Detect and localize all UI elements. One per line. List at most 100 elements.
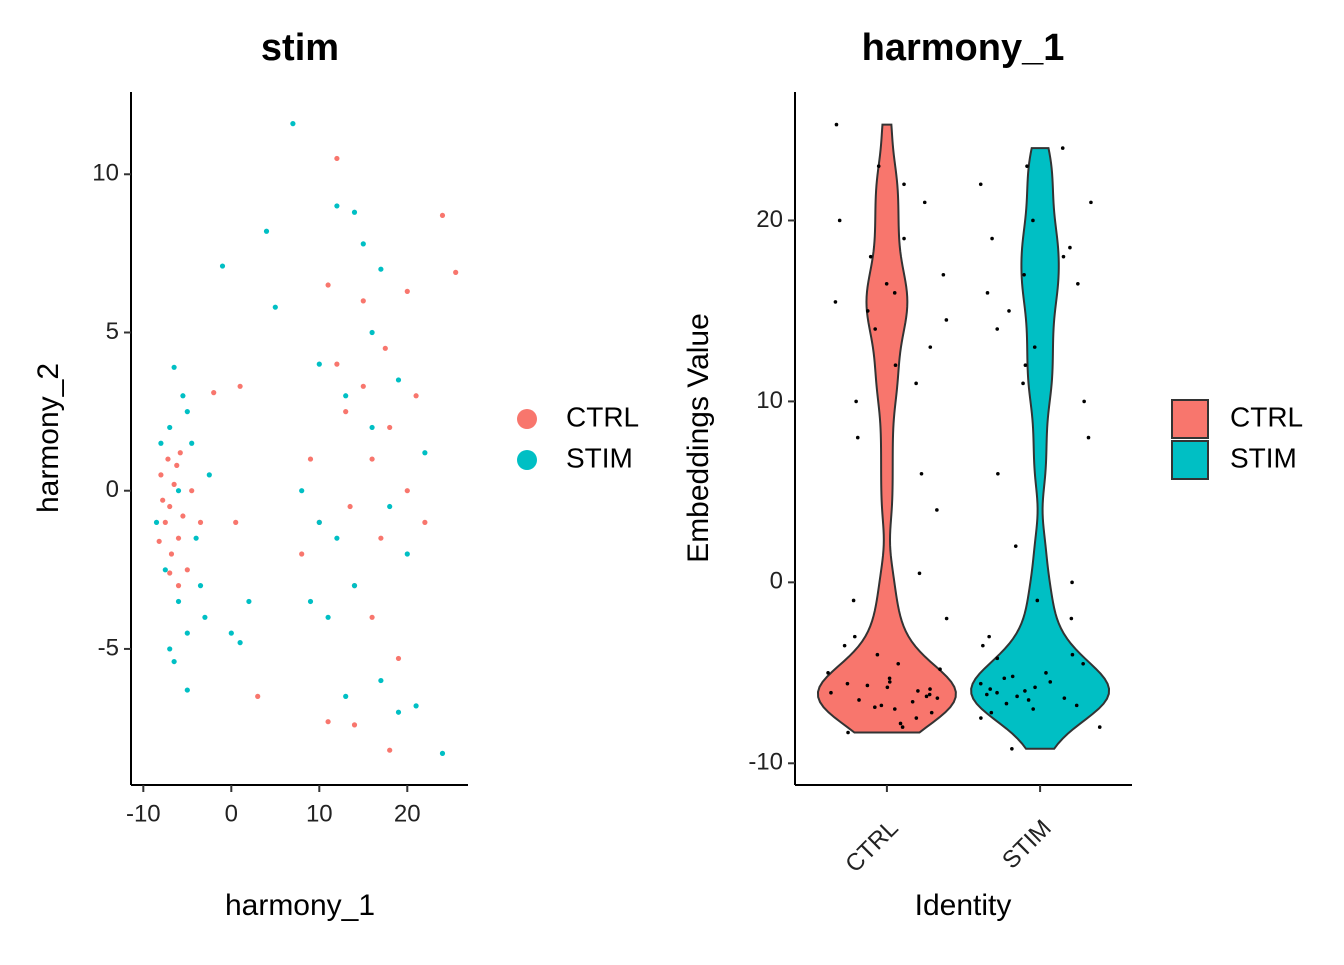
y-tick-label: 0 [106, 476, 119, 503]
point [938, 667, 942, 671]
point [263, 228, 270, 234]
point [922, 200, 927, 205]
point [892, 291, 897, 295]
y-axis-title: Embeddings Value [682, 313, 715, 563]
point [189, 440, 195, 446]
y-tick-label: 0 [770, 568, 783, 595]
point [237, 383, 243, 389]
point [1021, 381, 1025, 386]
point [927, 692, 932, 697]
y-axis-title: harmony_2 [32, 363, 65, 513]
point [237, 640, 243, 646]
x-tick-label: STIM [997, 815, 1057, 875]
legend-label: CTRL [566, 401, 639, 432]
point [369, 456, 375, 462]
point [378, 266, 384, 272]
point [1082, 399, 1086, 404]
point [978, 182, 983, 187]
point [177, 450, 183, 456]
point [360, 298, 366, 304]
x-tick-label: -10 [126, 800, 161, 827]
point [202, 614, 208, 620]
point [343, 393, 349, 399]
point [334, 361, 340, 367]
point [919, 471, 924, 476]
point [1048, 680, 1053, 684]
point [898, 721, 903, 726]
point [995, 656, 1000, 661]
point [171, 481, 177, 487]
point [865, 309, 870, 313]
point [985, 291, 990, 295]
point [979, 716, 983, 720]
point [1089, 200, 1093, 205]
point [175, 583, 182, 589]
point [941, 272, 946, 277]
point [1081, 661, 1085, 666]
chart-title: harmony_1 [862, 27, 1065, 69]
point [378, 677, 384, 684]
point [1032, 345, 1037, 349]
point [171, 364, 177, 370]
point [422, 519, 428, 525]
point [272, 304, 278, 310]
point [887, 676, 892, 681]
point [879, 703, 884, 708]
point [851, 598, 856, 603]
point [413, 703, 419, 709]
legend-marker [517, 450, 537, 470]
point [1070, 652, 1075, 657]
point [307, 598, 314, 605]
point [299, 488, 305, 494]
point [316, 519, 322, 525]
point [1022, 272, 1026, 277]
point [158, 472, 164, 478]
point [153, 519, 160, 525]
point [395, 709, 402, 715]
point [325, 282, 331, 288]
point [845, 681, 850, 686]
point [900, 725, 905, 729]
point [162, 519, 168, 525]
point [1074, 703, 1079, 708]
point [1010, 674, 1015, 679]
point [935, 508, 939, 512]
point [826, 671, 830, 675]
point [369, 329, 375, 336]
point [334, 155, 340, 162]
point [395, 655, 402, 662]
x-tick-label: CTRL [840, 815, 903, 878]
legend-label: CTRL [1230, 401, 1303, 432]
point [174, 462, 180, 468]
x-tick-label: 20 [394, 800, 421, 827]
point [325, 719, 331, 725]
point [325, 614, 331, 620]
point [1023, 689, 1027, 693]
point [422, 450, 428, 456]
point [896, 661, 901, 666]
point [334, 535, 340, 541]
point [978, 681, 983, 686]
point [180, 513, 186, 519]
point [193, 535, 199, 541]
point [369, 614, 375, 620]
point [197, 583, 204, 589]
chart-title: stim [261, 27, 339, 69]
y-tick-label: 20 [756, 206, 783, 233]
point [1035, 598, 1040, 603]
point [1025, 164, 1029, 168]
point [184, 687, 190, 693]
point [197, 519, 204, 525]
point [996, 471, 1000, 476]
point [299, 551, 305, 557]
point [387, 747, 393, 753]
point [865, 683, 870, 688]
point [160, 497, 166, 503]
point [988, 687, 992, 691]
point [387, 503, 393, 510]
point [351, 722, 358, 728]
point [987, 634, 991, 639]
point [211, 390, 217, 396]
point [219, 263, 226, 269]
point [168, 551, 175, 557]
